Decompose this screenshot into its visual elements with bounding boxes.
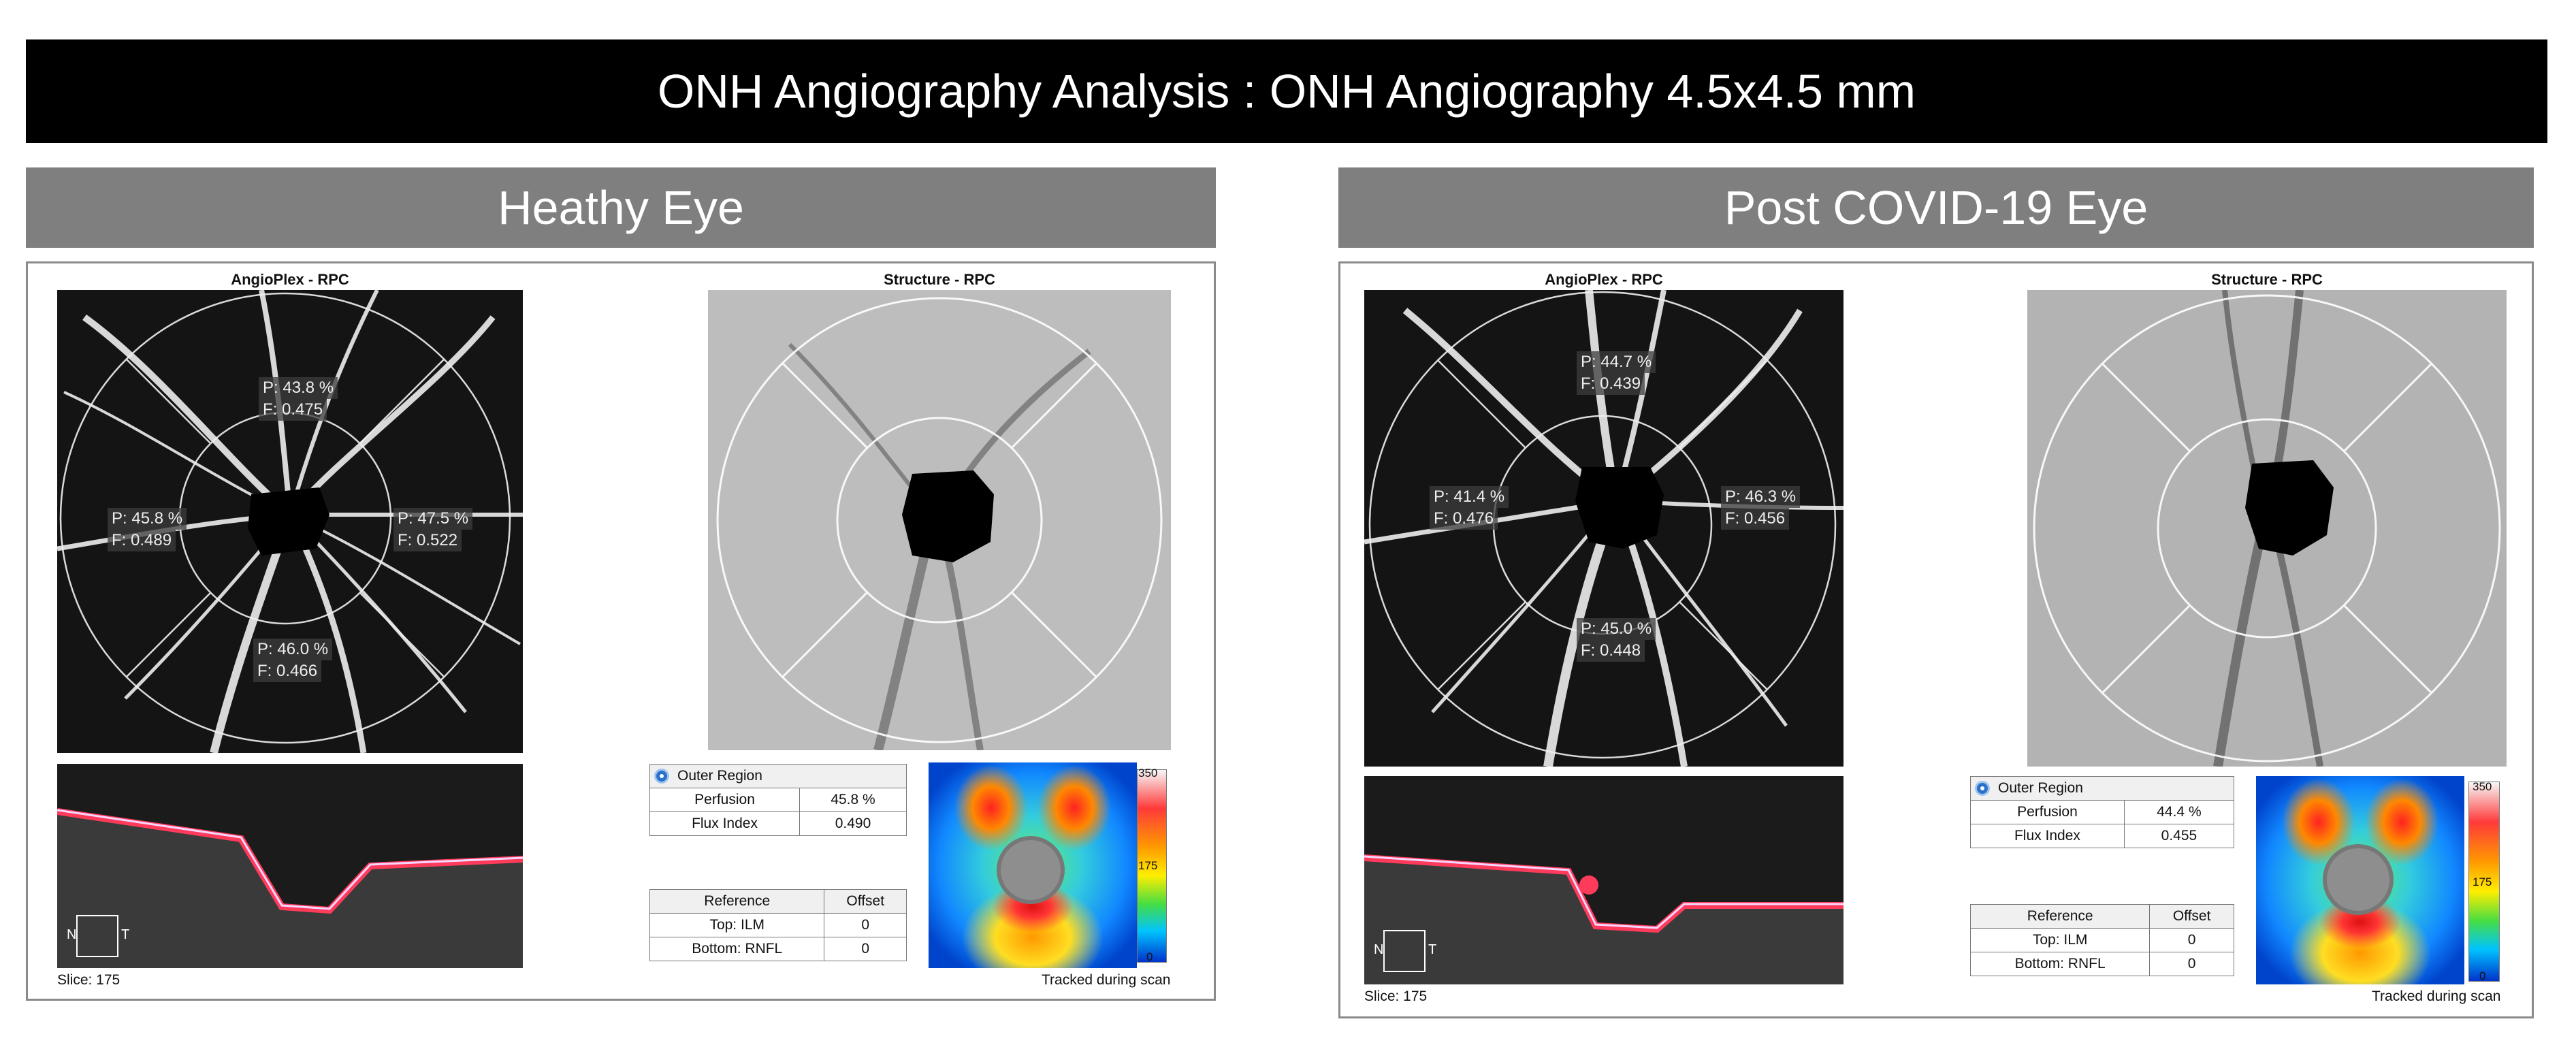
perfusion-value: 45.8 % bbox=[799, 788, 907, 812]
top-layer-label: Top: ILM bbox=[649, 913, 825, 937]
flux-index-label: Flux Index bbox=[1970, 824, 2125, 848]
orientation-t-label: T bbox=[121, 927, 130, 942]
flux-heatmap bbox=[929, 762, 1137, 968]
perfusion-label: Perfusion bbox=[649, 788, 801, 812]
panel-heading-healthy: Heathy Eye bbox=[26, 167, 1216, 248]
orientation-t-label: T bbox=[1428, 942, 1437, 957]
structure-caption: Structure - RPC bbox=[884, 271, 995, 288]
reference-table: Reference Offset Top: ILM 0 Bottom: RNFL 0 bbox=[649, 889, 907, 961]
color-scale-bar bbox=[1137, 769, 1167, 963]
structure-image bbox=[708, 290, 1171, 750]
slice-label: Slice: 175 bbox=[57, 972, 120, 988]
orientation-n-label: N bbox=[67, 927, 77, 942]
angioplex-caption: AngioPlex - RPC bbox=[231, 271, 349, 288]
radio-selected-icon[interactable] bbox=[654, 769, 669, 784]
outer-region-label: Outer Region bbox=[677, 768, 762, 784]
sector-superior-flux: F: 0.475 bbox=[259, 399, 327, 421]
structure-image bbox=[2027, 290, 2507, 767]
scale-max-label: 350 bbox=[1138, 767, 1158, 779]
tracked-label: Tracked during scan bbox=[1042, 972, 1171, 988]
bottom-offset-value: 0 bbox=[2149, 952, 2234, 976]
angioplex-image: P: 44.7 % F: 0.439 P: 41.4 % F: 0.476 P:… bbox=[1364, 290, 1844, 767]
sector-inferior-flux: F: 0.448 bbox=[1577, 640, 1645, 662]
bottom-layer-label: Bottom: RNFL bbox=[1969, 952, 2151, 976]
radio-selected-icon[interactable] bbox=[1975, 781, 1990, 797]
sector-inferior-perfusion: P: 45.0 % bbox=[1577, 618, 1656, 640]
scale-mid-label: 175 bbox=[1138, 859, 1158, 872]
optic-disc-marker bbox=[997, 836, 1065, 904]
reference-table: Reference Offset Top: ILM 0 Bottom: RNFL 0 bbox=[1969, 904, 2234, 976]
orientation-n-label: N bbox=[1374, 942, 1384, 957]
color-scale-bar bbox=[2468, 782, 2500, 982]
slice-label: Slice: 175 bbox=[1364, 988, 1428, 1004]
top-layer-label: Top: ILM bbox=[1969, 928, 2151, 952]
offset-header: Offset bbox=[824, 889, 907, 914]
perfusion-label: Perfusion bbox=[1970, 800, 2125, 824]
reference-header: Reference bbox=[1969, 904, 2151, 929]
sector-nasal-flux: F: 0.489 bbox=[108, 530, 176, 551]
sector-superior-perfusion: P: 44.7 % bbox=[1577, 351, 1656, 373]
angioplex-image: P: 43.8 % F: 0.475 P: 45.8 % F: 0.489 P:… bbox=[57, 290, 523, 753]
bottom-offset-value: 0 bbox=[824, 937, 907, 961]
oct-bscan-image: N T bbox=[57, 764, 523, 968]
reference-header: Reference bbox=[649, 889, 825, 914]
outer-region-row[interactable]: Outer Region bbox=[649, 764, 907, 788]
sector-temporal-flux: F: 0.522 bbox=[393, 530, 462, 551]
sector-temporal-perfusion: P: 47.5 % bbox=[393, 508, 473, 530]
offset-header: Offset bbox=[2149, 904, 2234, 929]
orientation-box-icon bbox=[1383, 930, 1426, 972]
scale-min-label: 0 bbox=[1146, 950, 1153, 963]
tracked-label: Tracked during scan bbox=[2372, 988, 2501, 1004]
flux-index-label: Flux Index bbox=[649, 811, 801, 836]
orientation-box-icon bbox=[76, 915, 118, 957]
outer-region-row[interactable]: Outer Region bbox=[1970, 776, 2234, 801]
outer-region-label: Outer Region bbox=[1998, 780, 2083, 796]
top-offset-value: 0 bbox=[2149, 928, 2234, 952]
scale-max-label: 350 bbox=[2473, 780, 2492, 793]
sector-inferior-perfusion: P: 46.0 % bbox=[253, 639, 333, 660]
sector-nasal-perfusion: P: 41.4 % bbox=[1430, 486, 1509, 508]
flux-index-value: 0.455 bbox=[2123, 824, 2235, 848]
sector-temporal-perfusion: P: 46.3 % bbox=[1721, 486, 1801, 508]
page-title: ONH Angiography Analysis : ONH Angiograp… bbox=[26, 39, 2547, 143]
angioplex-caption: AngioPlex - RPC bbox=[1545, 271, 1663, 288]
sector-nasal-perfusion: P: 45.8 % bbox=[108, 508, 187, 530]
oct-bscan-image: N T bbox=[1364, 776, 1844, 984]
panel-heading-post-covid: Post COVID-19 Eye bbox=[1338, 167, 2534, 248]
bottom-layer-label: Bottom: RNFL bbox=[649, 937, 825, 961]
outer-region-table: Outer Region Perfusion 45.8 % Flux Index 0… bbox=[649, 764, 907, 836]
sector-superior-flux: F: 0.439 bbox=[1577, 373, 1645, 395]
sector-inferior-flux: F: 0.466 bbox=[253, 660, 322, 682]
perfusion-value: 44.4 % bbox=[2123, 800, 2235, 824]
sector-superior-perfusion: P: 43.8 % bbox=[259, 377, 338, 399]
outer-region-table: Outer Region Perfusion 44.4 % Flux Index 0… bbox=[1970, 776, 2235, 848]
sector-temporal-flux: F: 0.456 bbox=[1721, 508, 1790, 530]
flux-index-value: 0.490 bbox=[799, 811, 907, 836]
scale-mid-label: 175 bbox=[2473, 875, 2492, 888]
structure-caption: Structure - RPC bbox=[2211, 271, 2323, 288]
top-offset-value: 0 bbox=[824, 913, 907, 937]
optic-disc-marker bbox=[2323, 844, 2394, 915]
flux-heatmap bbox=[2256, 776, 2464, 984]
scale-min-label: 0 bbox=[2479, 969, 2486, 982]
sector-nasal-flux: F: 0.476 bbox=[1430, 508, 1498, 530]
